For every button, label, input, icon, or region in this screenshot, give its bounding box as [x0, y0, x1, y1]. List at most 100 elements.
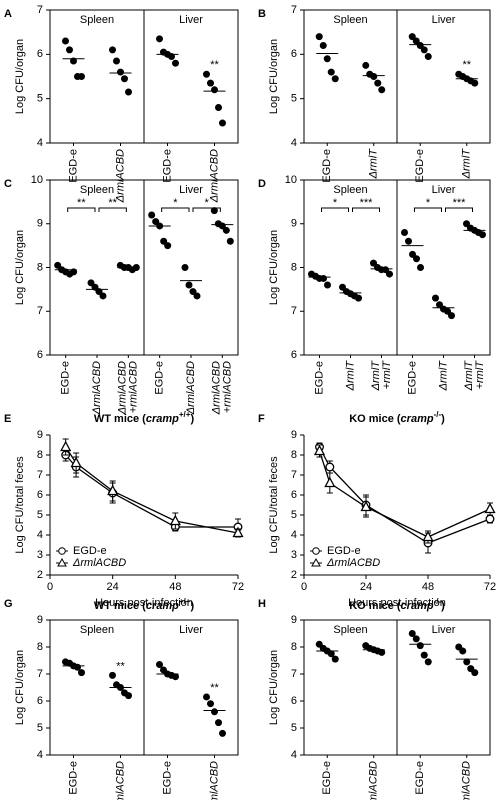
- y-tick-label: 5: [291, 509, 297, 521]
- data-point: [169, 514, 181, 526]
- x-axis-label: Hours post-infection: [95, 597, 193, 609]
- data-point: [226, 237, 234, 245]
- y-tick-label: 2: [291, 569, 297, 581]
- data-point: [203, 693, 210, 701]
- data-point: [324, 281, 331, 289]
- data-point: [70, 456, 82, 468]
- data-point: [360, 500, 372, 512]
- data-point: [207, 700, 214, 708]
- title-part: cramp: [146, 600, 179, 612]
- group-label: Spleen: [333, 624, 367, 636]
- x-tick-label: EGD-e: [406, 361, 418, 395]
- significance-bracket: [192, 207, 221, 212]
- data-point: [463, 658, 471, 666]
- x-tick-label: EGD-e: [161, 761, 173, 795]
- title-part: WT mice (: [94, 600, 146, 612]
- y-tick-label: 6: [291, 349, 297, 361]
- data-point: [327, 650, 335, 658]
- group-label: Spleen: [333, 184, 367, 196]
- legend-marker: [57, 557, 67, 567]
- data-point: [355, 294, 362, 302]
- x-tick-label: EGD-e: [67, 761, 79, 795]
- y-tick-label: 7: [37, 469, 43, 481]
- y-tick-label: 6: [37, 349, 43, 361]
- y-tick-label: 7: [291, 668, 297, 680]
- data-point: [420, 46, 428, 54]
- title-part: cramp: [146, 413, 179, 425]
- x-tick-label: ΔrmlACBD: [211, 361, 223, 415]
- x-tick-label: ΔrmlT: [463, 360, 475, 392]
- y-axis-label: Log CFU/organ: [268, 39, 280, 114]
- x-tick-label: EGD-e: [321, 761, 333, 795]
- significance: **: [108, 197, 117, 209]
- group-label: Spleen: [80, 624, 114, 636]
- title-part: cramp: [401, 600, 434, 612]
- x-tick-label: 0: [301, 581, 307, 593]
- y-tick-label: 6: [291, 695, 297, 707]
- data-point: [401, 229, 408, 236]
- data-point: [319, 41, 327, 49]
- data-point: [193, 292, 201, 300]
- title-part: -/-: [434, 410, 442, 419]
- title-part: cramp: [401, 413, 434, 425]
- title-part: ): [441, 413, 445, 425]
- y-tick-label: 5: [291, 93, 297, 105]
- panel-letter: H: [258, 598, 266, 610]
- data-point: [222, 226, 230, 234]
- y-tick-label: 6: [37, 695, 43, 707]
- y-tick-label: 6: [37, 48, 43, 60]
- significance: *: [205, 197, 210, 209]
- title-part: WT mice (: [94, 413, 146, 425]
- data-point: [432, 294, 439, 302]
- data-point: [107, 484, 119, 496]
- data-point: [109, 46, 116, 54]
- y-tick-label: 9: [37, 218, 43, 230]
- x-tick-label: 0: [47, 581, 53, 593]
- y-tick-label: 9: [291, 218, 297, 230]
- x-tick-label: ΔrmlACBD: [114, 761, 126, 800]
- data-point: [386, 270, 393, 278]
- data-point: [121, 75, 128, 83]
- x-tick-label: +rmlACBD: [128, 361, 140, 413]
- y-tick-label: 4: [37, 137, 43, 149]
- data-point: [148, 211, 156, 219]
- y-tick-label: 10: [285, 174, 297, 186]
- y-tick-label: 3: [291, 549, 297, 561]
- y-tick-label: 8: [37, 641, 43, 653]
- data-point: [232, 526, 244, 538]
- data-point: [62, 37, 69, 45]
- significance: *: [426, 197, 431, 209]
- panel-letter: D: [258, 178, 266, 190]
- y-tick-label: 6: [37, 489, 43, 501]
- data-point: [211, 86, 218, 94]
- data-point: [99, 292, 107, 300]
- y-tick-label: 9: [291, 429, 297, 441]
- data-point: [211, 708, 218, 716]
- data-point: [416, 642, 424, 650]
- data-point: [405, 237, 412, 245]
- data-point: [370, 73, 378, 80]
- data-point: [408, 630, 416, 637]
- legend-label: EGD-e: [327, 545, 361, 557]
- y-axis-label: Log CFU/organ: [14, 39, 26, 114]
- data-point: [324, 476, 336, 488]
- y-axis-label: Log CFU/organ: [14, 650, 26, 725]
- data-point: [172, 673, 179, 681]
- x-tick-label: 72: [232, 581, 244, 593]
- y-tick-label: 9: [37, 614, 43, 626]
- y-tick-label: 7: [37, 4, 43, 16]
- title-part: KO mice (: [349, 600, 401, 612]
- panel-letter: B: [258, 8, 266, 20]
- data-point: [313, 444, 326, 456]
- x-tick-label: ΔrmlT: [437, 360, 449, 392]
- x-tick-label: EGD-e: [67, 149, 79, 183]
- data-point: [156, 661, 163, 669]
- legend-label: EGD-e: [73, 545, 107, 557]
- legend-label: ΔrmlACBD: [72, 557, 126, 569]
- y-axis-label: Log CFU/total feces: [14, 456, 26, 554]
- y-tick-label: 8: [37, 449, 43, 461]
- significance-bracket: [161, 207, 190, 212]
- series-line: [318, 450, 491, 538]
- data-point: [125, 88, 132, 96]
- x-tick-label: ΔrmlACBD: [91, 361, 103, 415]
